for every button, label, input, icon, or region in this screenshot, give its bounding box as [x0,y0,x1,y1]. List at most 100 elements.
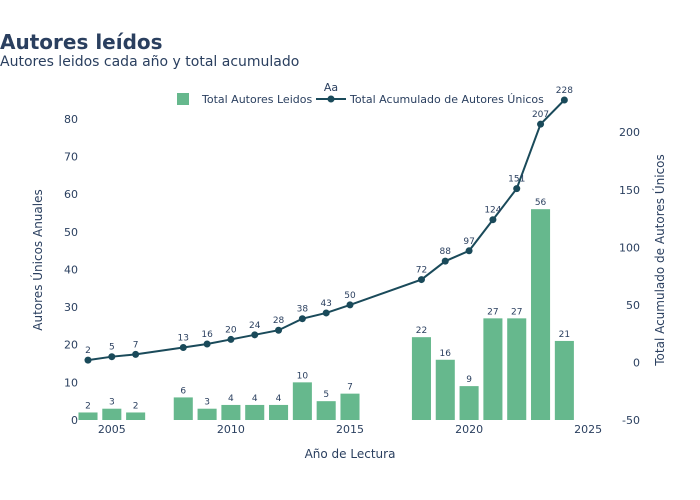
chart-title: Autores leídos [0,30,163,54]
line-value-label: 228 [556,86,573,96]
y-right-tick-label: 100 [619,241,640,254]
bar [173,397,193,420]
bar [316,401,336,420]
legend: Aa Total Autores Leidos Total Acumulado de… [177,81,544,106]
x-tick-label: 2020 [455,423,483,436]
line-point [132,350,140,358]
y-right-axis-title: Total Acumulado de Autores Únicos [652,154,667,367]
line-point [108,353,116,361]
x-tick-label: 2005 [98,423,126,436]
line-point [441,257,449,265]
line-value-label: 207 [532,110,549,120]
bar [340,393,360,420]
y-right-tick-label: 0 [633,356,640,369]
bar [507,318,527,420]
y-right-tick-label: 200 [619,126,640,139]
y-right-tick-label: 150 [619,184,640,197]
line-value-label: 20 [225,325,237,335]
bar [221,404,241,420]
bar-value-label: 4 [252,394,258,404]
legend-bar-swatch [177,93,189,105]
y-left-axis-title: Autores Únicos Anuales [30,189,45,330]
bar-value-label: 22 [416,326,427,336]
y-left-tick-label: 80 [64,113,78,126]
line-point [203,340,211,348]
line-value-label: 24 [249,321,261,331]
bar [269,404,289,420]
y-left-tick-label: 10 [64,376,78,389]
bar-value-label: 5 [323,390,329,400]
bar-series [78,209,574,420]
bar-value-label: 4 [276,394,282,404]
bar-value-label: 9 [466,375,472,385]
legend-line-label: Total Acumulado de Autores Únicos [349,93,544,106]
line-point [322,309,330,317]
bar [102,408,122,420]
line-point [513,185,521,193]
line-point [417,276,425,284]
line-point [560,96,568,104]
line-value-label: 124 [484,206,501,216]
bar-value-label: 2 [133,401,139,411]
y-right-tick-label: -50 [622,414,640,427]
line-value-label: 151 [508,175,525,185]
line-series [84,96,568,364]
bar-value-label: 3 [109,398,115,408]
y-left-tick-label: 40 [64,263,78,276]
line-point [465,247,473,255]
axes: 2005 2010 2015 2020 202501020304050607080-50… [30,113,667,461]
legend-line-marker [327,95,335,103]
line-point [275,326,283,334]
data-labels: 2 3 2 6 3 4 4 4 10 5 7 22 16 9 27 27 56 21 2 5 7 13 16 20 24 28 38… [85,86,573,411]
line-point [227,335,235,343]
y-right-tick-label: 50 [626,299,640,312]
legend-title: Aa [324,81,338,94]
bar-value-label: 3 [204,398,210,408]
line-point [84,356,92,364]
bar [292,382,312,420]
x-tick-label: 2025 [574,423,602,436]
bar-value-label: 6 [180,386,186,396]
line-value-label: 43 [320,299,331,309]
line-value-label: 7 [133,340,139,350]
legend-bar-label: Total Autores Leidos [201,93,312,106]
y-left-tick-label: 0 [71,414,78,427]
line-value-label: 28 [273,316,285,326]
line-value-label: 72 [416,266,427,276]
bar [197,408,217,420]
bar [435,359,455,420]
chart-subtitle: Autores leidos cada año y total acumulad… [0,54,300,70]
bar-value-label: 21 [559,330,570,340]
x-tick-label: 2010 [217,423,245,436]
x-tick-label: 2015 [336,423,364,436]
bar-value-label: 16 [440,349,452,359]
bar-value-label: 27 [511,307,522,317]
bar [78,412,98,420]
line-value-label: 88 [440,247,452,257]
x-axis-title: Año de Lectura [305,447,396,461]
line-point [298,315,306,323]
line-value-label: 38 [297,305,309,315]
bar [554,340,574,420]
bar-value-label: 4 [228,394,234,404]
line-value-label: 16 [201,330,213,340]
line-value-label: 50 [344,291,356,301]
line-point [346,301,354,309]
y-left-tick-label: 70 [64,150,78,163]
bar [459,386,479,420]
cumulative-line [87,99,566,362]
y-left-tick-label: 60 [64,188,78,201]
line-value-label: 2 [85,346,91,356]
bar [483,318,503,420]
bar [411,337,431,420]
line-value-label: 5 [109,343,115,353]
bar [126,412,146,420]
line-point [537,120,545,128]
bar-value-label: 7 [347,383,353,393]
bar-value-label: 2 [85,401,91,411]
line-point [489,216,497,224]
y-left-tick-label: 20 [64,339,78,352]
bar-value-label: 10 [297,371,309,381]
bar [531,209,551,420]
